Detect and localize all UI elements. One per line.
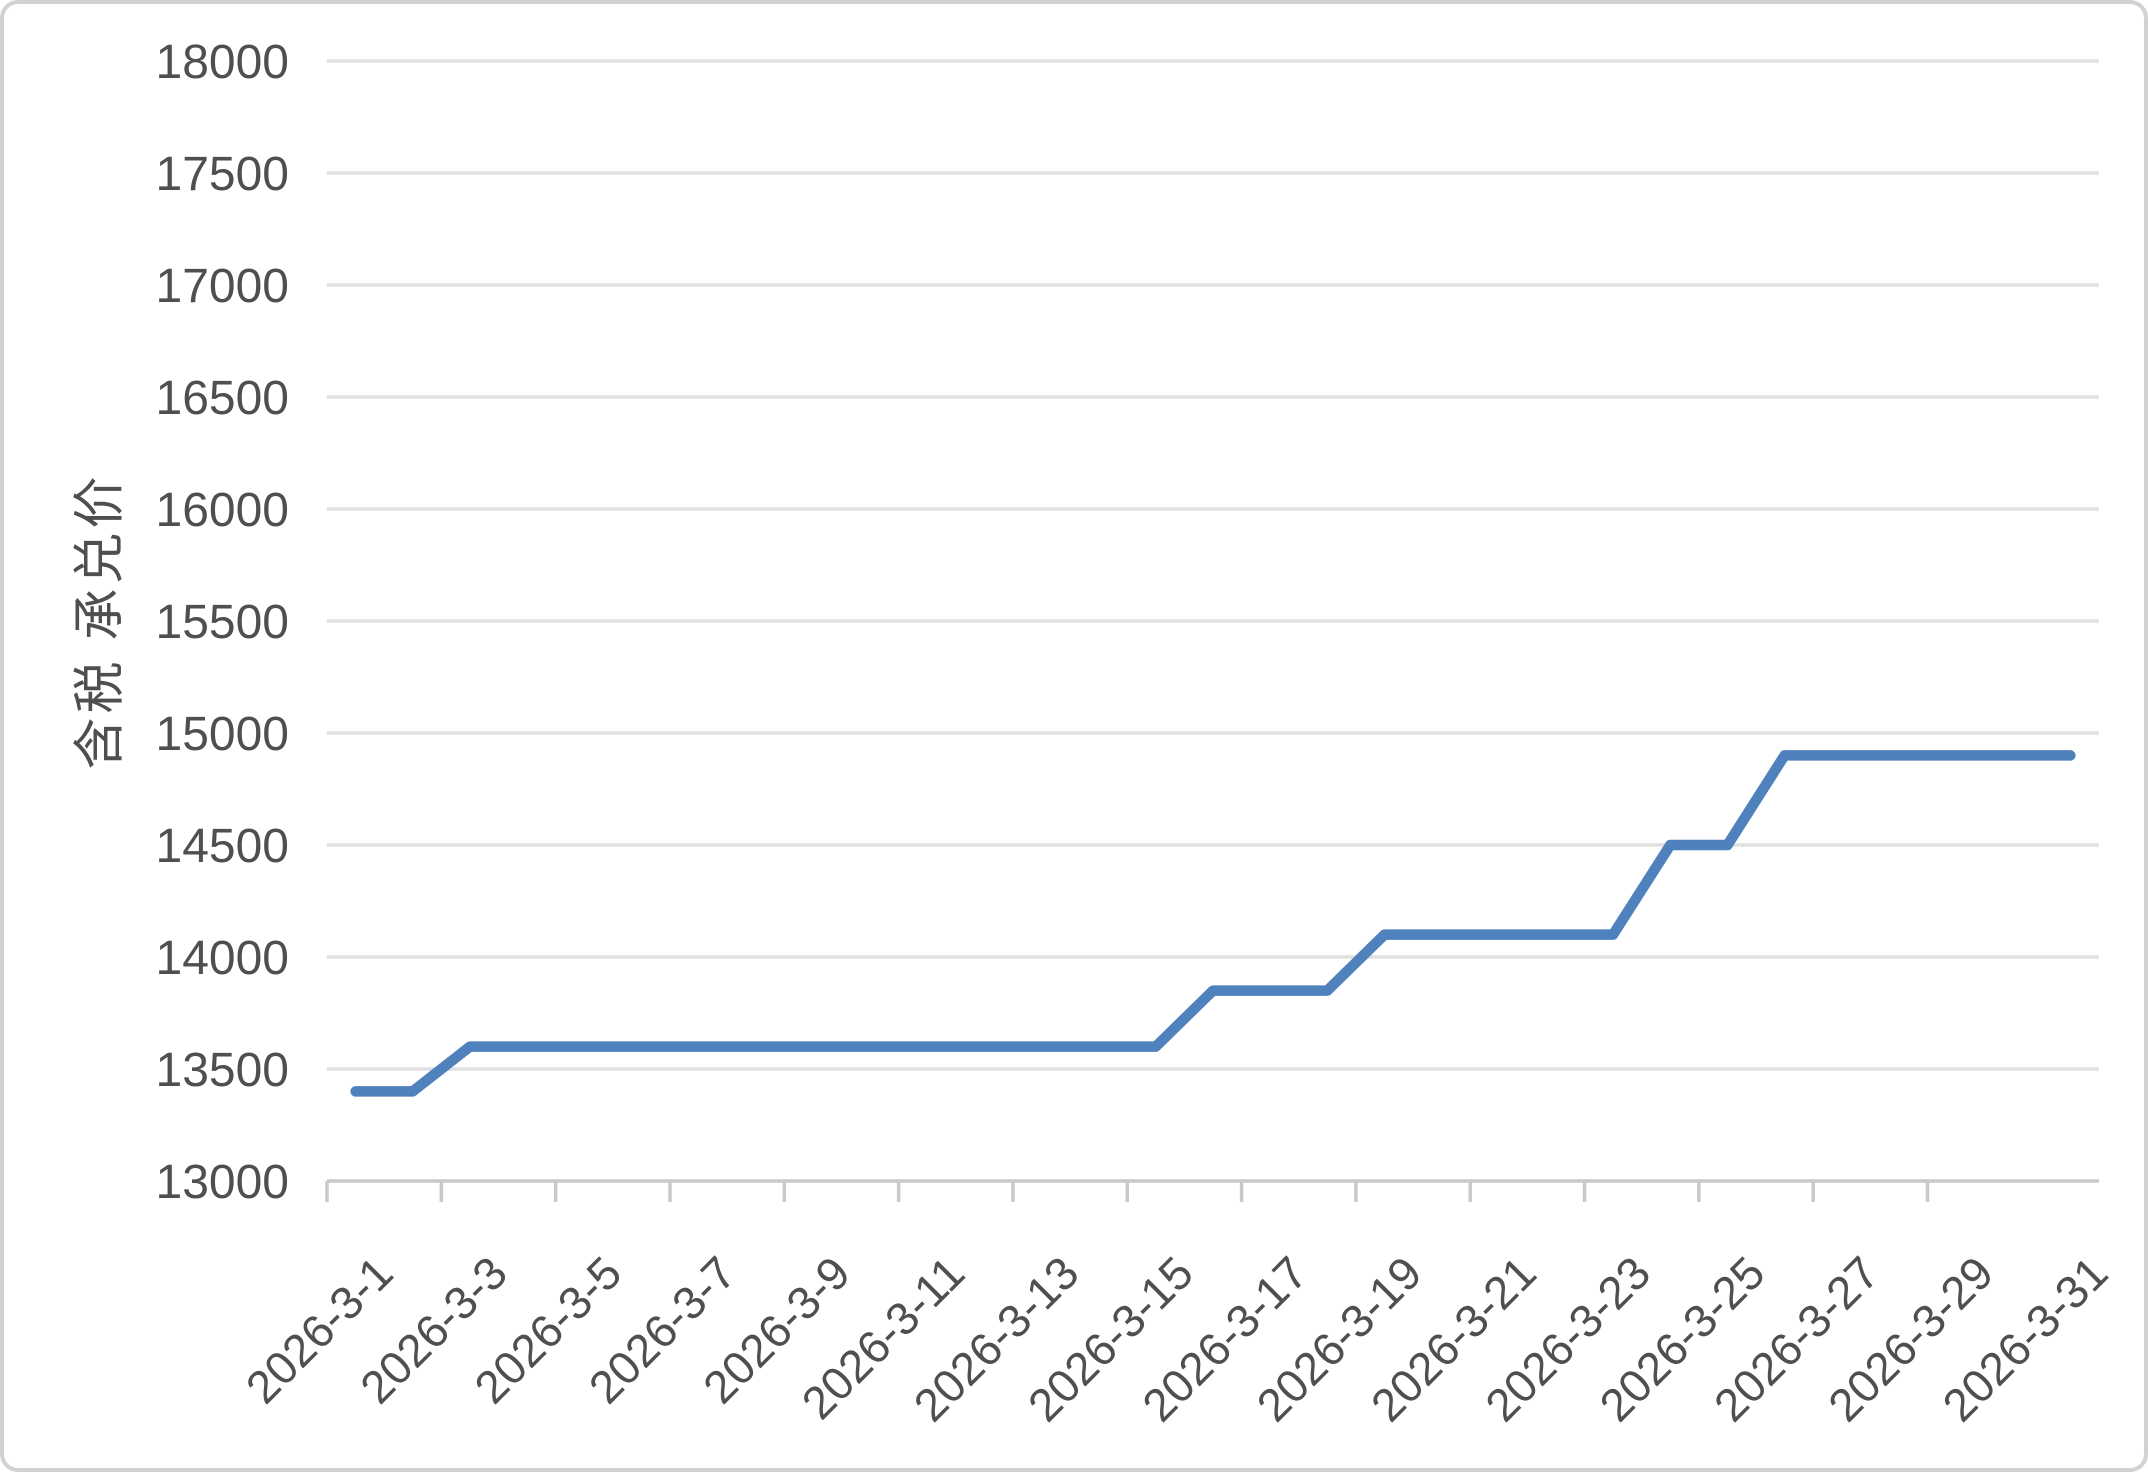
y-tick-label: 16500 (156, 372, 289, 425)
y-tick-label: 15500 (156, 596, 289, 649)
y-tick-label: 13000 (156, 1156, 289, 1209)
y-tick-label: 14500 (156, 820, 289, 873)
y-tick-label: 16000 (156, 484, 289, 537)
y-tick-label: 14000 (156, 932, 289, 985)
price-line-chart: 13000 13500 14000 14500 15000 15500 16000 16500… (156, 36, 2118, 1431)
y-tick-label: 18000 (156, 36, 289, 89)
y-tick-label: 13500 (156, 1044, 289, 1097)
y-tick-label: 15000 (156, 708, 289, 761)
y-tick-label: 17500 (156, 148, 289, 201)
y-tick-label: 17000 (156, 260, 289, 313)
price-series-line (350, 750, 2076, 1097)
